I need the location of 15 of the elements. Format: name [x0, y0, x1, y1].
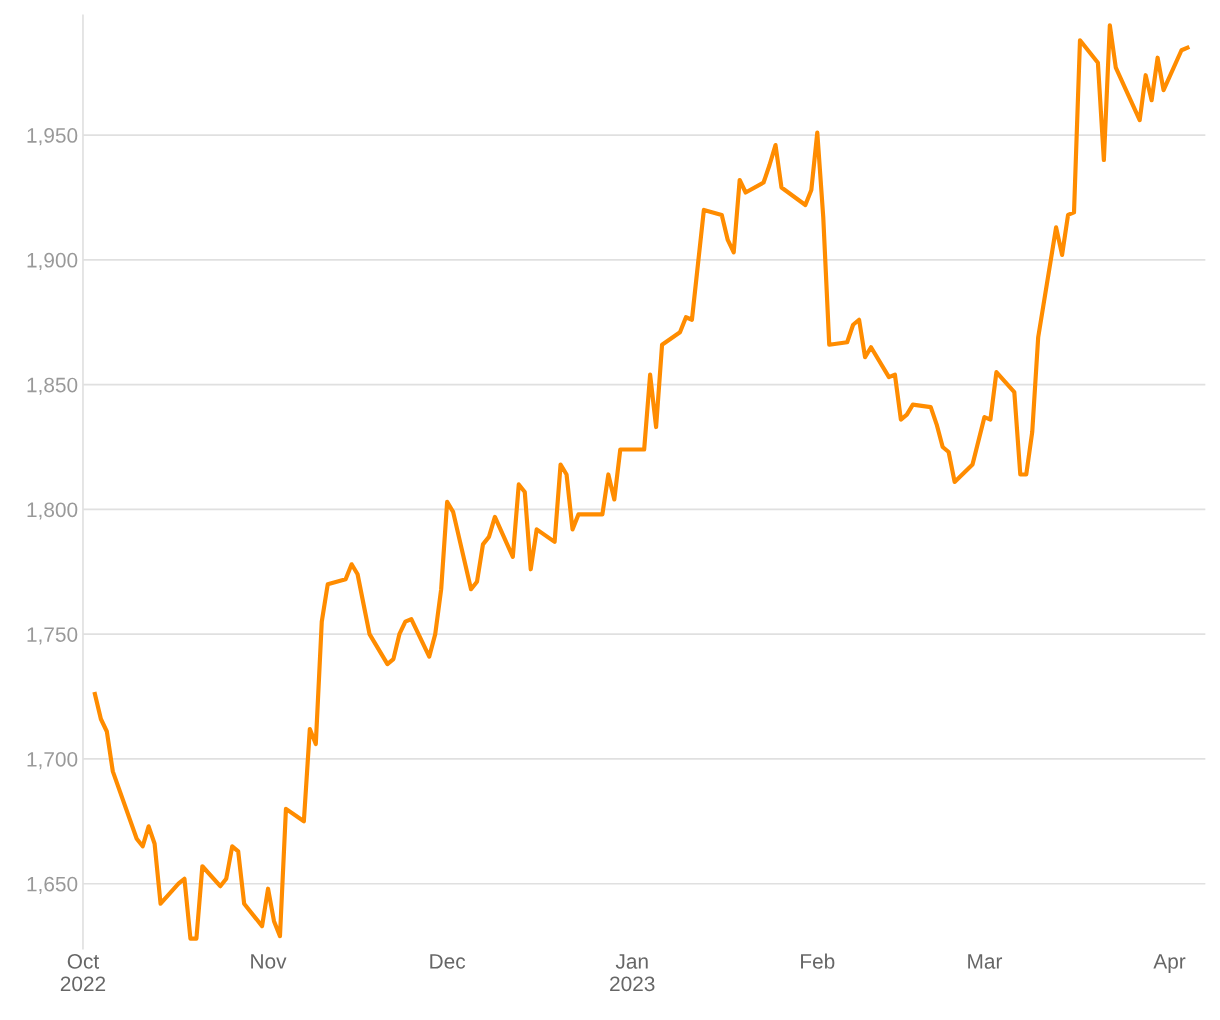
x-tick-label: Jan 2023	[610, 954, 655, 992]
y-tick-label: 1,800	[27, 502, 78, 520]
y-tick-label: 1,650	[27, 876, 78, 894]
x-tick-label: Nov	[251, 954, 287, 969]
y-tick-label: 1,950	[27, 128, 78, 146]
x-tick-label: Mar	[968, 954, 1003, 969]
y-tick-label: 1,750	[27, 627, 78, 645]
x-tick-label: Feb	[801, 953, 835, 969]
y-tick-label: 1,850	[27, 377, 78, 395]
x-tick-label: Oct 2022	[60, 954, 106, 992]
line-series	[92, 23, 1190, 941]
y-tick-label: 1,700	[27, 751, 78, 770]
y-tick-label: 1,900	[27, 252, 78, 271]
x-tick-label: Dec	[430, 954, 466, 969]
x-tick-label: Apr	[1153, 954, 1186, 973]
